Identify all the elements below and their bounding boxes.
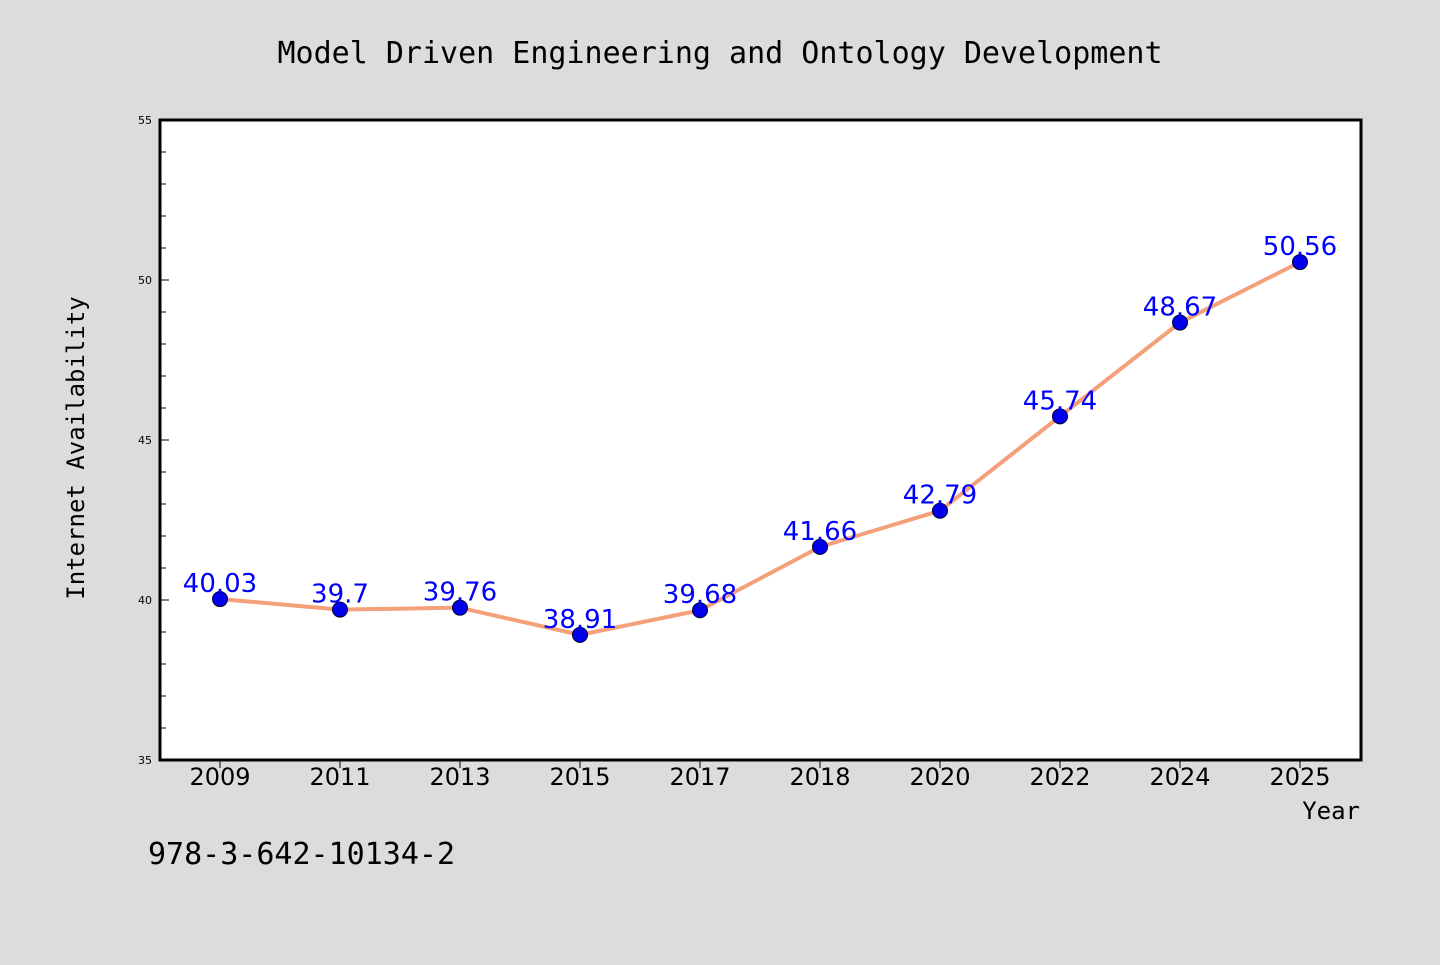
data-label: 40.03: [183, 569, 257, 599]
y-tick-label: 40: [138, 594, 152, 607]
x-tick-label: 2015: [549, 763, 610, 791]
data-label: 48.67: [1143, 293, 1217, 323]
data-label: 41.66: [783, 517, 857, 547]
x-tick-label: 2017: [669, 763, 730, 791]
x-tick-label: 2013: [429, 763, 490, 791]
data-point: [932, 502, 948, 519]
data-label: 39.7: [311, 580, 369, 610]
data-point: [692, 602, 708, 619]
x-tick-label: 2009: [189, 763, 250, 791]
isbn-footer: 978-3-642-10134-2: [148, 837, 455, 872]
data-point: [212, 591, 228, 608]
data-point: [1052, 408, 1068, 425]
data-label: 39.68: [663, 580, 737, 610]
y-tick-label: 45: [138, 434, 152, 447]
data-label: 50.56: [1263, 232, 1337, 262]
x-tick-label: 2018: [789, 763, 850, 791]
plot-area: [160, 120, 1361, 760]
data-label: 38.91: [543, 605, 617, 635]
y-tick-label: 55: [138, 114, 152, 127]
data-labels: 40.03 39.7 39.76 38.91 39.68 41.66 42.79 45.74 4…: [183, 232, 1337, 635]
x-tick-label: 2020: [909, 763, 970, 791]
data-label: 39.76: [423, 578, 497, 608]
chart-title: Model Driven Engineering and Ontology De…: [277, 36, 1162, 71]
x-tick-label: 2022: [1029, 763, 1090, 791]
y-tick-label: 50: [138, 274, 152, 287]
x-axis: 2009 2011 2013 2015 2017 2018 2020 2022 2024 2025: [189, 760, 1331, 791]
data-point: [452, 599, 468, 616]
x-tick-label: 2011: [309, 763, 370, 791]
x-tick-label: 2024: [1149, 763, 1210, 791]
data-label: 45.74: [1023, 386, 1097, 416]
data-point: [812, 538, 828, 555]
plot-frame: [158, 118, 1363, 762]
x-axis-label: Year: [1302, 797, 1360, 825]
series-layer: [212, 254, 1308, 643]
data-point: [1172, 314, 1188, 331]
x-tick-label: 2025: [1269, 763, 1330, 791]
data-label: 42.79: [903, 481, 977, 511]
y-tick-label: 35: [138, 754, 152, 767]
data-point: [332, 601, 348, 618]
series-line: [218, 260, 1302, 637]
data-point: [1292, 254, 1308, 271]
y-axis-label: Internet Availability: [62, 296, 90, 599]
data-point: [572, 626, 588, 643]
